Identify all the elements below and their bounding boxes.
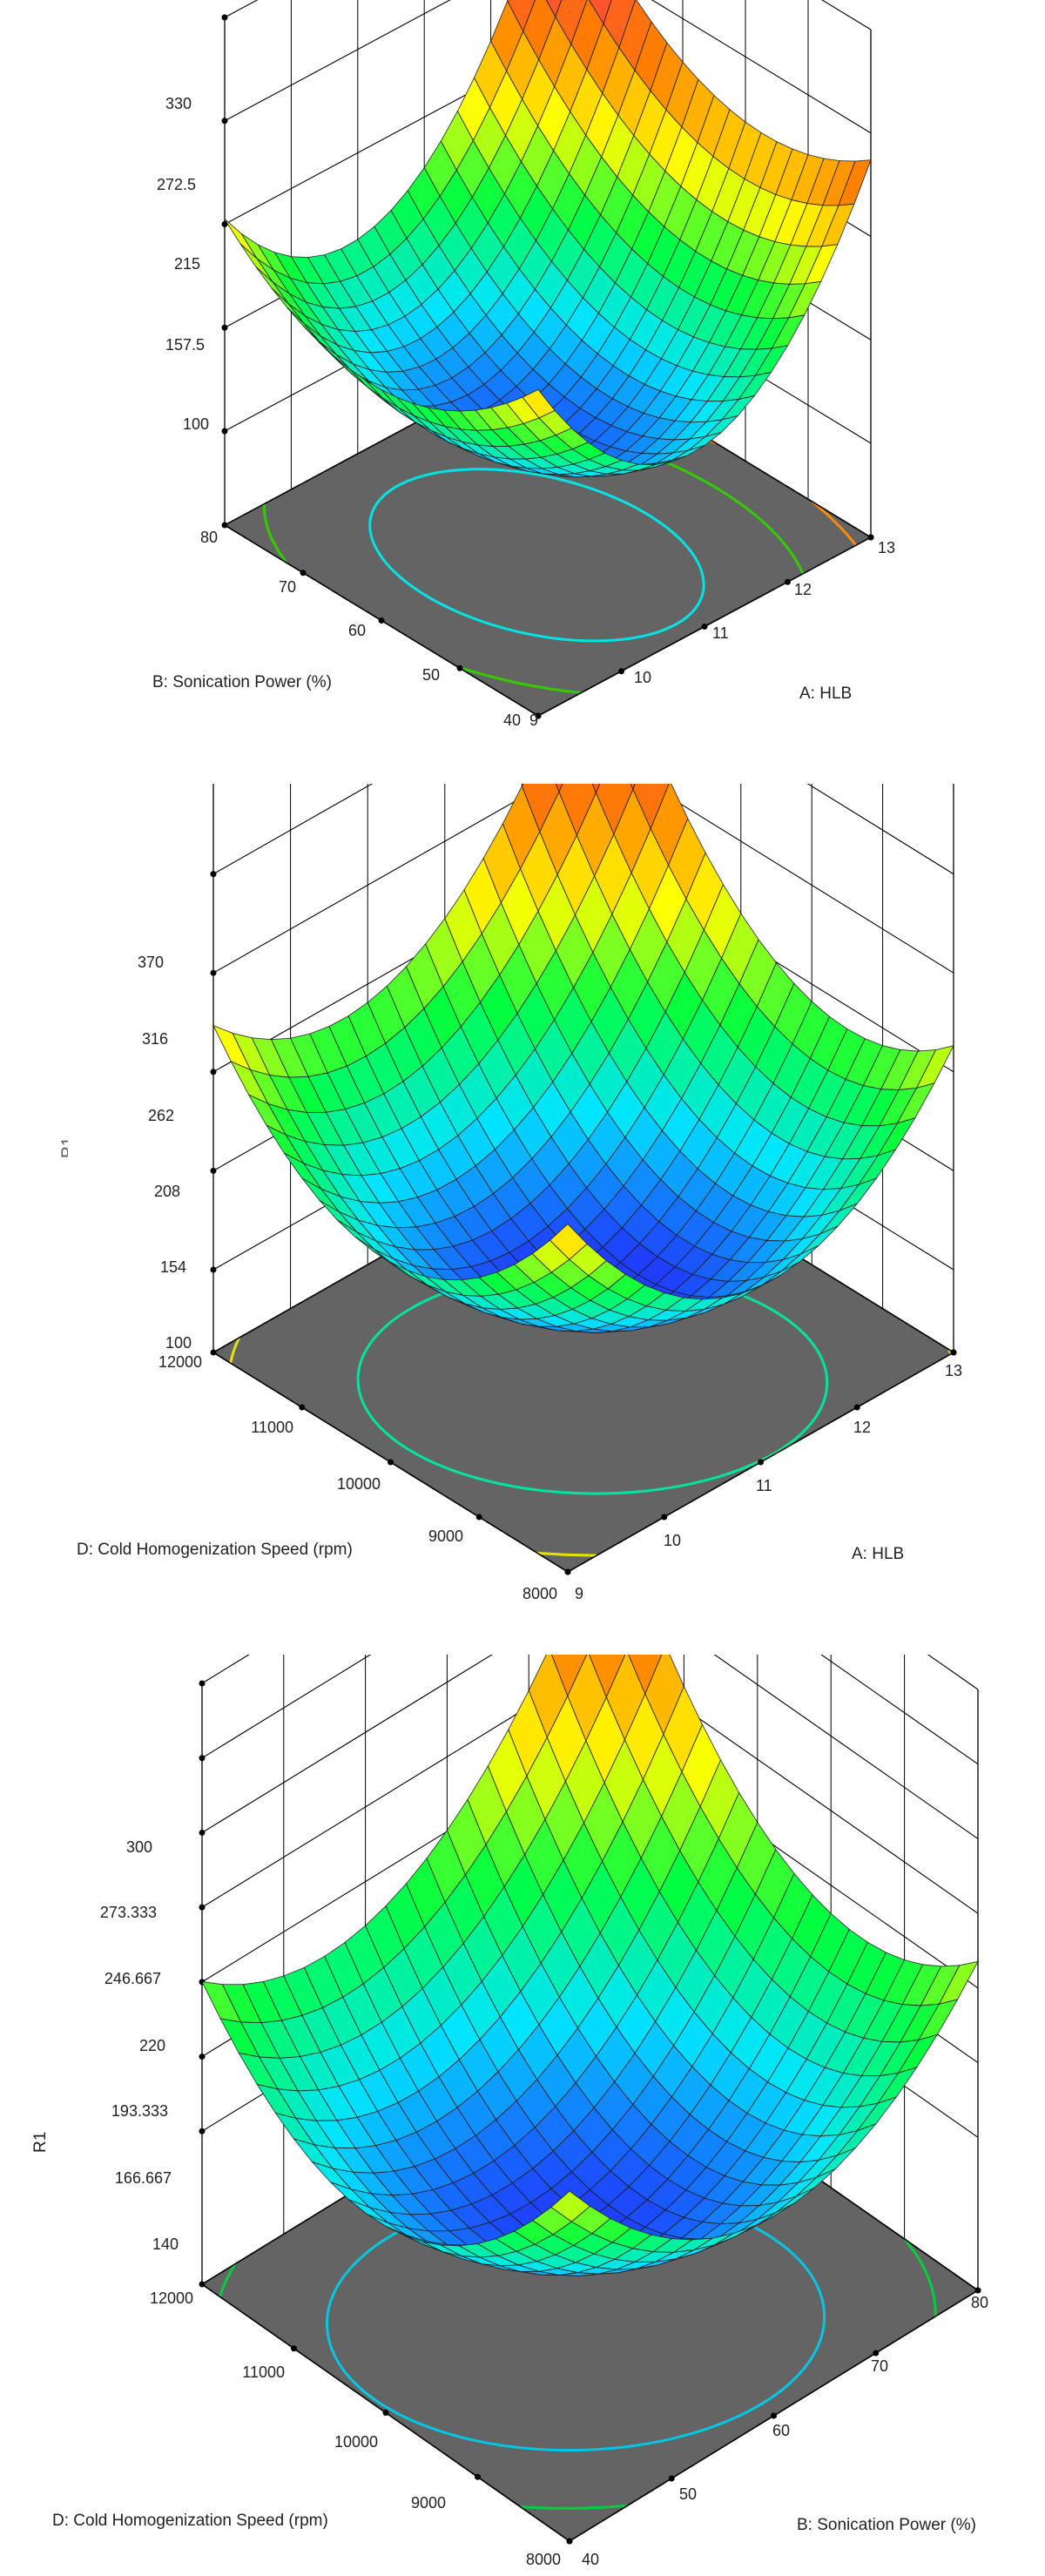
x-tick: 70 — [871, 2357, 889, 2375]
z-tick: 370 — [137, 954, 164, 971]
z-tick: 100 — [165, 1334, 192, 1352]
y-tick: 70 — [278, 578, 296, 596]
z-tick: 166.667 — [114, 2169, 172, 2187]
y-tick: 9000 — [410, 2494, 446, 2512]
z-tick: 157.5 — [165, 336, 205, 354]
z-tick: 208 — [153, 1183, 180, 1200]
y-tick: 11000 — [251, 1419, 293, 1436]
y-tick: 12000 — [158, 1353, 202, 1371]
y-tick: 50 — [421, 666, 440, 684]
x-tick: 13 — [945, 1362, 963, 1379]
x-tick: 11 — [712, 624, 729, 642]
x-tick: 12 — [794, 581, 812, 598]
y-tick: 60 — [347, 622, 366, 639]
z-tick: 273.333 — [99, 1904, 157, 1921]
x-axis-label: A: HLB — [852, 1545, 905, 1563]
response-surface — [201, 1655, 979, 2276]
x-tick: 9 — [529, 711, 539, 729]
x-tick: 12 — [853, 1419, 872, 1436]
z-tick: 246.667 — [104, 1970, 161, 1987]
response-surface — [212, 784, 954, 1333]
y-tick: 10000 — [334, 2433, 378, 2451]
y-tick: 40 — [502, 711, 521, 729]
x-tick: 80 — [971, 2294, 989, 2311]
y-tick: 10000 — [336, 1475, 381, 1493]
z-tick: 220 — [138, 2037, 165, 2054]
z-tick: 140 — [152, 2235, 179, 2253]
y-tick: 11000 — [242, 2364, 285, 2381]
y-axis-label: B: Sonication Power (%) — [152, 673, 332, 691]
y-tick: 12000 — [149, 2289, 193, 2307]
y-axis-label: D: Cold Homogenization Speed (rpm) — [52, 2512, 328, 2530]
z-tick: 330 — [165, 95, 192, 112]
x-tick: 10 — [664, 1532, 682, 1549]
x-axis-label: A: HLB — [799, 684, 853, 703]
y-tick: 8000 — [525, 2551, 561, 2568]
z-tick: 300 — [125, 1838, 152, 1856]
y-tick: 8000 — [522, 1585, 557, 1602]
surface-plot-2-canvas — [210, 784, 957, 1575]
x-tick: 10 — [634, 669, 652, 686]
x-tick: 40 — [582, 2551, 600, 2568]
surface-plot-1-canvas — [221, 0, 874, 719]
x-tick: 60 — [772, 2422, 791, 2439]
surface-plot-3: R1 300 273.333 246.667 220 193.333 166.6… — [0, 1655, 1045, 2576]
x-tick: 50 — [679, 2485, 698, 2503]
surface-plot-1: 330 272.5 215 157.5 100 80 70 60 50 40 9… — [0, 0, 1045, 784]
x-tick: 9 — [575, 1585, 584, 1602]
z-tick: 215 — [173, 255, 200, 273]
surface-plot-2: R1 370 316 262 208 154 100 12000 11000 1… — [0, 784, 1045, 1655]
z-tick: 272.5 — [156, 176, 196, 193]
z-tick: 316 — [141, 1030, 168, 1048]
x-tick: 11 — [756, 1477, 772, 1494]
y-axis-label: D: Cold Homogenization Speed (rpm) — [77, 1541, 353, 1559]
y-tick: 9000 — [428, 1527, 463, 1545]
z-tick: 262 — [147, 1107, 174, 1124]
x-tick: 13 — [878, 539, 896, 556]
z-tick: 193.333 — [111, 2102, 168, 2120]
z-tick: 154 — [159, 1258, 186, 1276]
x-axis-label: B: Sonication Power (%) — [797, 2516, 976, 2534]
z-axis-label: R1 — [31, 2131, 50, 2153]
surface-plot-3-canvas — [199, 1655, 981, 2545]
z-tick: 100 — [182, 415, 209, 433]
y-tick: 80 — [199, 529, 218, 546]
response-surface — [224, 0, 872, 478]
